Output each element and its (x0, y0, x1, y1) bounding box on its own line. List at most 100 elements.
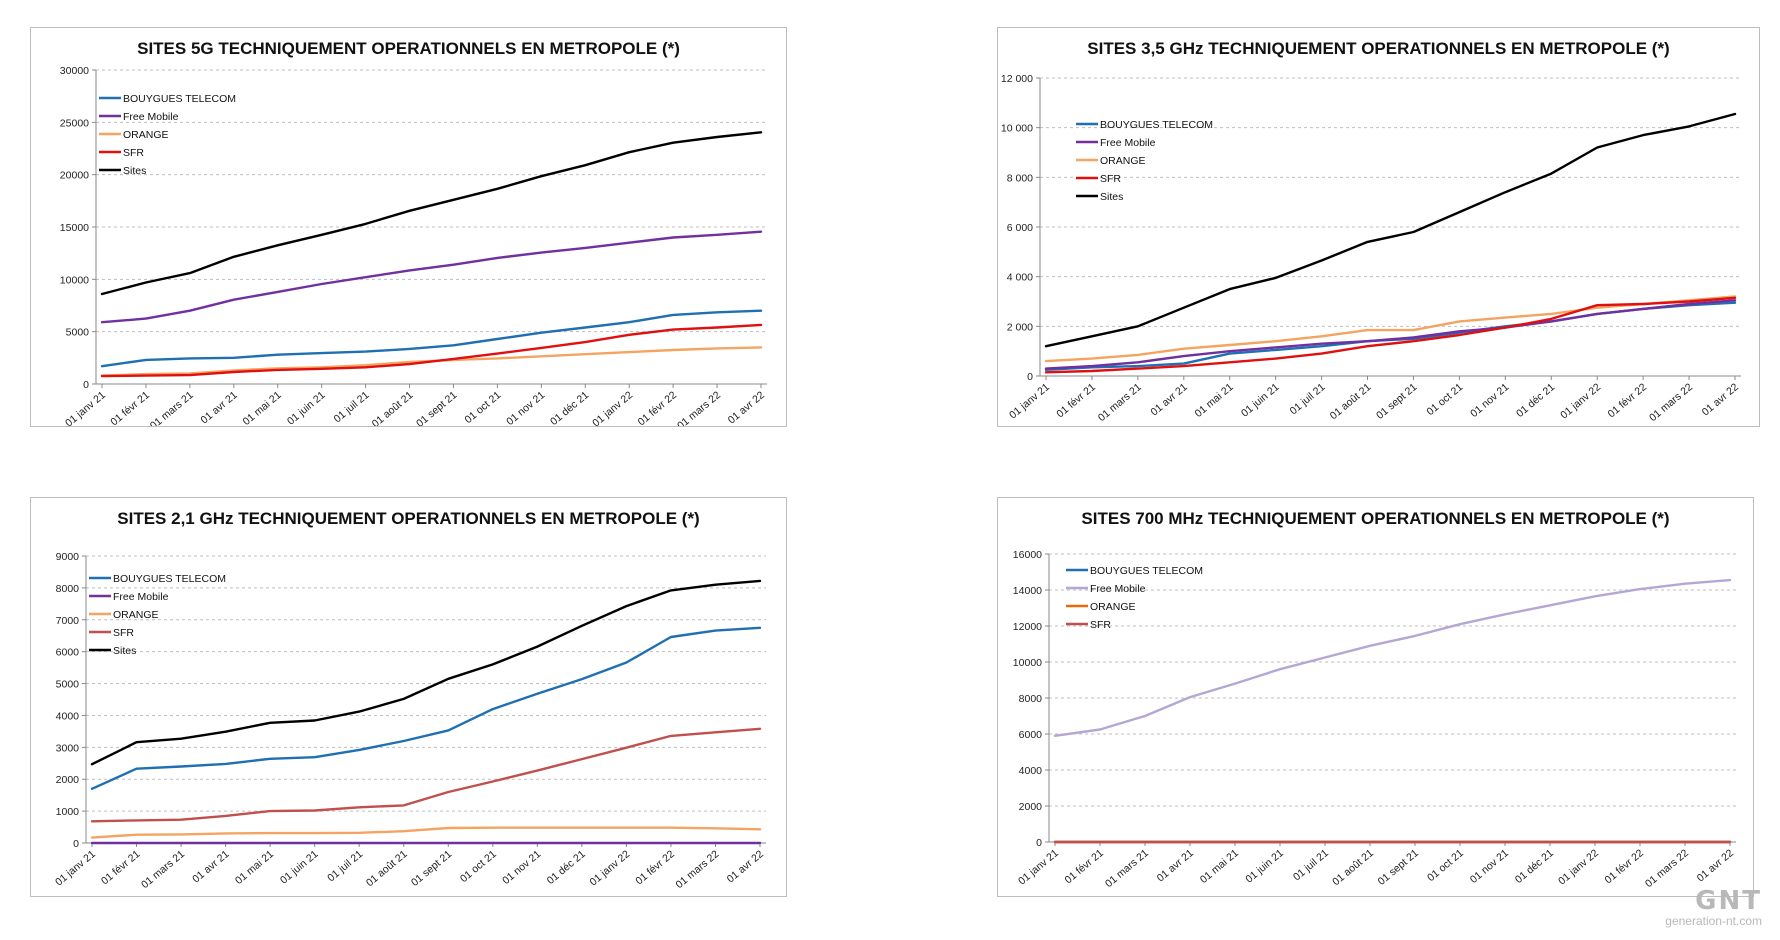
chart-2-1ghz-ytick-label: 4000 (56, 710, 80, 722)
chart-2-1ghz-ytick-label: 9000 (56, 551, 80, 563)
chart-700mhz-xtick-label: 01 sept 21 (1376, 847, 1421, 888)
chart-2-1ghz-xtick-label: 01 févr 22 (633, 848, 677, 887)
chart-5g-series-free-mobile (100, 230, 763, 324)
chart-5g-ytick-label: 10000 (60, 274, 89, 286)
chart-3-5ghz-xtick-label: 01 janv 22 (1558, 381, 1603, 421)
chart-3-5ghz-svg: SITES 3,5 GHz TECHNIQUEMENT OPERATIONNEL… (1001, 39, 1741, 424)
chart-700mhz-ytick-label: 8000 (1019, 693, 1043, 705)
chart-3-5ghz-xtick-label: 01 mai 21 (1193, 381, 1236, 420)
chart-3-5ghz-legend-label: BOUYGUES TELECOM (1100, 119, 1213, 131)
chart-5g-xtick-label: 01 févr 22 (636, 389, 680, 426)
chart-2-1ghz-legend-label: BOUYGUES TELECOM (113, 573, 226, 585)
chart-700mhz-xtick-label: 01 janv 21 (1016, 847, 1061, 887)
chart-2-1ghz-xtick-label: 01 mars 22 (673, 848, 721, 891)
chart-700mhz-ytick-label: 6000 (1019, 729, 1043, 741)
chart-2-1ghz-title: SITES 2,1 GHz TECHNIQUEMENT OPERATIONNEL… (117, 509, 699, 528)
chart-3-5ghz-xtick-label: 01 mars 22 (1647, 381, 1695, 424)
chart-5g-xtick-label: 01 févr 21 (108, 389, 152, 426)
chart-3-5ghz-xtick-label: 01 avr 22 (1700, 381, 1741, 418)
chart-3-5ghz-legend-label: Sites (1100, 191, 1123, 203)
chart-5g-series-sites (100, 131, 763, 296)
chart-700mhz-xtick-label: 01 févr 22 (1602, 847, 1646, 886)
chart-2-1ghz-legend-label: Sites (113, 645, 136, 657)
chart-3-5ghz-series-free-mobile (1044, 299, 1737, 370)
chart-3-5ghz-xtick-label: 01 nov 21 (1468, 381, 1511, 420)
watermark-site: generation-nt.com (1665, 914, 1762, 928)
chart-700mhz-legend-label: BOUYGUES TELECOM (1090, 565, 1203, 577)
chart-2-1ghz-xtick-label: 01 sept 21 (409, 848, 454, 889)
chart-2-1ghz-legend-label: SFR (113, 627, 134, 639)
chart-700mhz-ytick-label: 0 (1036, 837, 1042, 849)
chart-panel-700mhz: SITES 700 MHz TECHNIQUEMENT OPERATIONNEL… (997, 497, 1754, 897)
chart-700mhz-xtick-label: 01 juin 21 (1243, 847, 1286, 886)
chart-700mhz-xtick-label: 01 mars 21 (1103, 847, 1151, 890)
chart-5g-xtick-label: 01 avr 21 (198, 389, 239, 426)
chart-2-1ghz-ytick-label: 5000 (56, 679, 80, 691)
chart-700mhz-xtick-label: 01 janv 22 (1556, 847, 1601, 887)
chart-5g-xtick-label: 01 juin 21 (285, 389, 328, 426)
chart-3-5ghz-legend-label: SFR (1100, 173, 1121, 185)
chart-3-5ghz-ytick-label: 2 000 (1007, 321, 1033, 333)
chart-5g-xtick-label: 01 déc 21 (548, 389, 591, 426)
chart-5g-series-sfr (100, 323, 763, 378)
chart-panel-5g: SITES 5G TECHNIQUEMENT OPERATIONNELS EN … (30, 27, 787, 427)
chart-700mhz-ytick-label: 2000 (1019, 801, 1043, 813)
chart-3-5ghz-xtick-label: 01 oct 21 (1425, 381, 1466, 418)
chart-2-1ghz-xtick-label: 01 févr 21 (99, 848, 143, 887)
chart-3-5ghz-series-orange (1044, 295, 1737, 363)
chart-3-5ghz-xtick-label: 01 juil 21 (1288, 381, 1328, 417)
chart-2-1ghz-xtick-label: 01 nov 21 (500, 848, 543, 887)
watermark: GNT generation-nt.com (1665, 888, 1762, 928)
chart-2-1ghz-ytick-label: 6000 (56, 647, 80, 659)
chart-700mhz-legend-label: ORANGE (1090, 601, 1136, 613)
chart-3-5ghz-xtick-label: 01 sept 21 (1374, 381, 1419, 422)
chart-700mhz-title: SITES 700 MHz TECHNIQUEMENT OPERATIONNEL… (1081, 509, 1669, 528)
chart-5g-xtick-label: 01 oct 21 (463, 389, 504, 426)
chart-3-5ghz-title: SITES 3,5 GHz TECHNIQUEMENT OPERATIONNEL… (1087, 39, 1669, 58)
chart-2-1ghz-ytick-label: 3000 (56, 742, 80, 754)
chart-3-5ghz-xtick-label: 01 févr 21 (1054, 381, 1098, 420)
chart-2-1ghz-svg: SITES 2,1 GHz TECHNIQUEMENT OPERATIONNEL… (53, 509, 766, 891)
chart-700mhz-xtick-label: 01 mars 22 (1643, 847, 1691, 890)
chart-700mhz-xtick-label: 01 avr 22 (1695, 847, 1736, 884)
chart-700mhz-xtick-label: 01 juil 21 (1291, 847, 1331, 883)
chart-700mhz-xtick-label: 01 oct 21 (1425, 847, 1466, 884)
chart-2-1ghz-ytick-label: 2000 (56, 774, 80, 786)
chart-3-5ghz-legend-label: ORANGE (1100, 155, 1146, 167)
chart-3-5ghz-xtick-label: 01 avr 21 (1148, 381, 1189, 418)
chart-5g-legend-label: Free Mobile (123, 111, 179, 123)
chart-2-1ghz-xtick-label: 01 janv 21 (53, 848, 98, 888)
chart-2-1ghz-ytick-label: 8000 (56, 583, 80, 595)
chart-5g-ytick-label: 25000 (60, 117, 89, 129)
chart-5g-ytick-label: 30000 (60, 65, 89, 77)
chart-3-5ghz-ytick-label: 10 000 (1001, 123, 1033, 135)
chart-2-1ghz-xtick-label: 01 avr 22 (725, 848, 766, 885)
chart-5g-legend-label: Sites (123, 165, 146, 177)
chart-2-1ghz-xtick-label: 01 avr 21 (190, 848, 231, 885)
chart-700mhz-xtick-label: 01 mai 21 (1198, 847, 1241, 886)
chart-5g-xtick-label: 01 août 21 (370, 389, 416, 426)
chart-3-5ghz-series-sites (1044, 112, 1737, 348)
chart-5g-xtick-label: 01 janv 21 (63, 389, 108, 426)
chart-5g-legend-label: SFR (123, 147, 144, 159)
chart-5g-legend-label: BOUYGUES TELECOM (123, 93, 236, 105)
chart-5g-legend-label: ORANGE (123, 129, 169, 141)
chart-700mhz-ytick-label: 16000 (1013, 549, 1042, 561)
chart-3-5ghz-ytick-label: 8 000 (1007, 172, 1033, 184)
chart-2-1ghz-series-sites (90, 579, 762, 766)
chart-700mhz-svg: SITES 700 MHz TECHNIQUEMENT OPERATIONNEL… (1013, 509, 1736, 890)
chart-700mhz-xtick-label: 01 août 21 (1330, 847, 1376, 888)
watermark-logo: GNT (1695, 886, 1762, 916)
chart-700mhz-xtick-label: 01 nov 21 (1468, 847, 1511, 886)
chart-5g-xtick-label: 01 avr 22 (726, 389, 767, 426)
chart-700mhz-legend-label: Free Mobile (1090, 583, 1146, 595)
chart-2-1ghz-xtick-label: 01 juin 21 (278, 848, 321, 887)
chart-700mhz-xtick-label: 01 févr 21 (1062, 847, 1106, 886)
chart-3-5ghz-series-sfr (1044, 296, 1737, 374)
chart-5g-ytick-label: 0 (83, 379, 89, 391)
chart-5g-series-bouygues-telecom (100, 309, 763, 368)
chart-2-1ghz-xtick-label: 01 déc 21 (545, 848, 588, 887)
chart-2-1ghz-legend-label: Free Mobile (113, 591, 169, 603)
chart-700mhz-xtick-label: 01 déc 21 (1513, 847, 1556, 886)
chart-2-1ghz-xtick-label: 01 oct 21 (458, 848, 499, 885)
